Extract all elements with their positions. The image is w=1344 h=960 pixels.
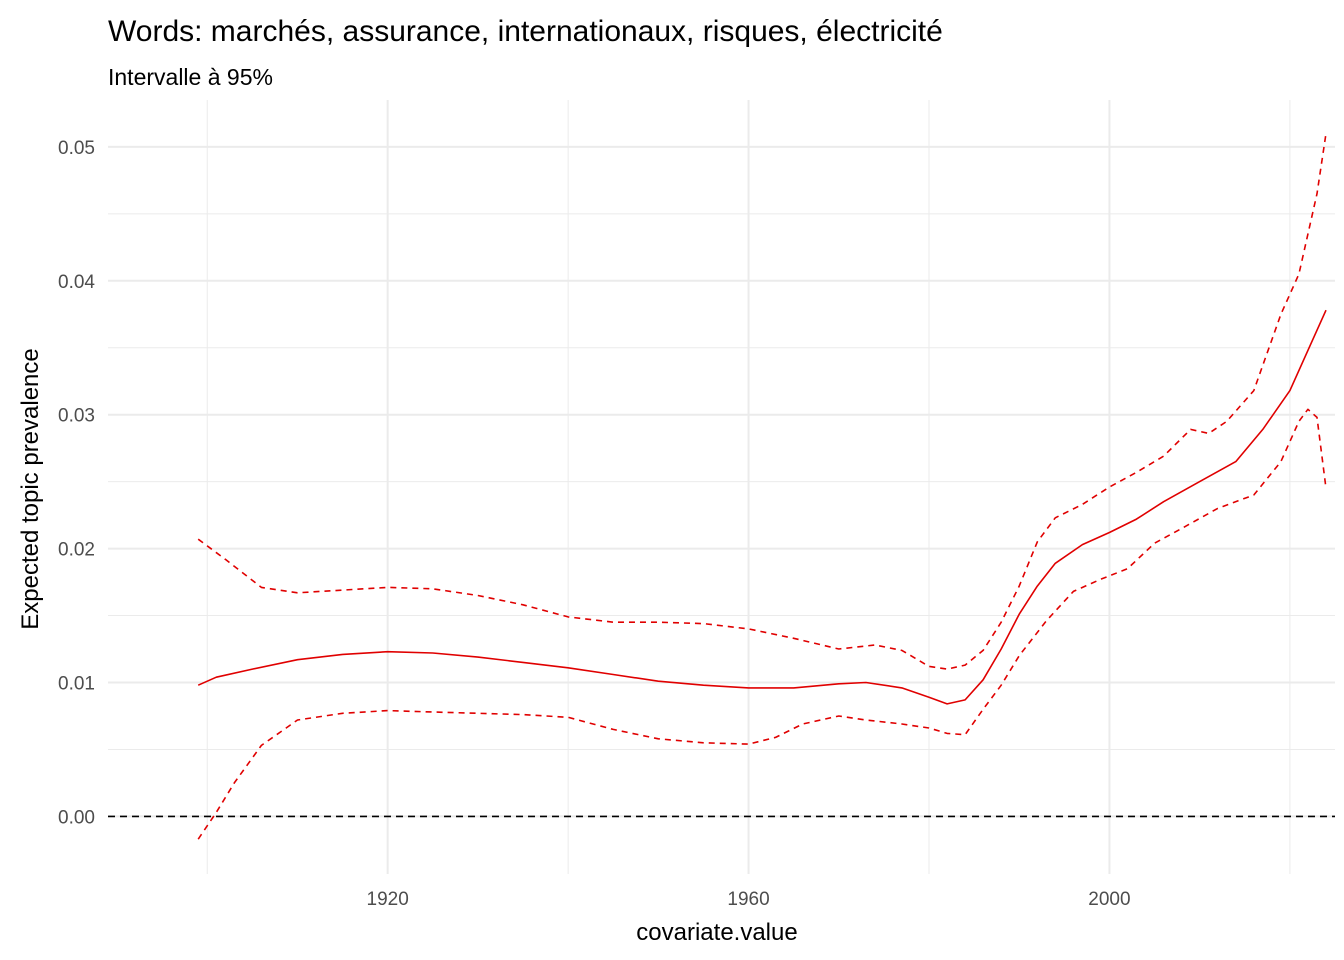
series-layer (197, 133, 1327, 840)
grid-minor (108, 100, 1335, 874)
series-line-lower-ci (197, 408, 1327, 840)
y-axis-title: Expected topic prevalence (17, 348, 44, 630)
x-tick-label: 2000 (1088, 889, 1130, 910)
chart-title: Words: marchés, assurance, internationau… (108, 15, 943, 48)
y-axis-ticks: 0.00 0.01 0.02 0.03 0.04 0.05 (58, 138, 95, 829)
y-tick-label: 0.03 (58, 406, 95, 427)
y-tick-label: 0.04 (58, 272, 95, 293)
x-axis-title: covariate.value (636, 919, 797, 946)
y-tick-label: 0.00 (58, 807, 95, 828)
series-line-estimate (197, 309, 1327, 705)
grid-major (108, 100, 1335, 874)
x-tick-label: 1960 (727, 889, 769, 910)
chart-subtitle: Intervalle à 95% (108, 64, 273, 90)
x-tick-label: 1920 (367, 889, 409, 910)
y-tick-label: 0.02 (58, 540, 95, 561)
y-tick-label: 0.01 (58, 674, 95, 695)
x-axis-ticks: 1920 1960 2000 (367, 889, 1131, 910)
y-tick-label: 0.05 (58, 138, 95, 159)
series-line-upper-ci (197, 133, 1327, 670)
